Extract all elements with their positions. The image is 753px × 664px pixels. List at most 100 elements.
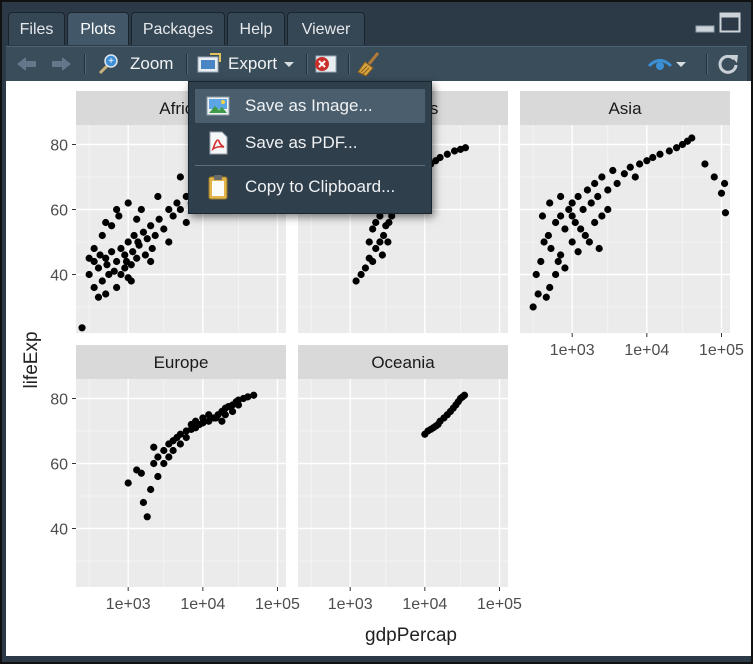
publish-icon: [647, 59, 673, 70]
data-point: [176, 205, 184, 214]
back-button[interactable]: [14, 47, 40, 81]
data-point: [598, 173, 606, 181]
forward-button[interactable]: [48, 47, 74, 81]
data-point: [105, 270, 113, 279]
data-point: [141, 251, 149, 259]
data-point: [636, 160, 644, 168]
data-point: [534, 290, 542, 298]
data-point: [117, 270, 125, 279]
data-point: [565, 205, 573, 214]
export-label: Export: [228, 54, 278, 73]
data-point: [176, 430, 184, 438]
tab-files[interactable]: Files: [8, 12, 65, 45]
toolbar-separator: [706, 54, 708, 74]
data-point: [143, 513, 151, 521]
data-point: [96, 251, 104, 259]
data-point: [532, 270, 540, 279]
chevron-down-icon: [284, 62, 295, 67]
data-point: [103, 261, 111, 269]
refresh-button[interactable]: [716, 47, 740, 81]
data-point: [557, 212, 565, 220]
facet-asia: Asia 1e+03 1e+04 1e+05: [520, 91, 744, 359]
data-point: [538, 212, 547, 220]
data-point: [557, 251, 565, 259]
data-point: [552, 270, 560, 279]
zoom-button[interactable]: + Zoom: [96, 47, 173, 81]
data-point: [176, 173, 184, 181]
data-point: [579, 205, 587, 214]
x-tick-label: 1e+05: [255, 596, 300, 613]
export-button[interactable]: Export: [196, 47, 297, 81]
data-point: [155, 215, 163, 223]
data-point: [547, 244, 555, 253]
data-point: [537, 257, 545, 266]
data-point: [165, 453, 173, 461]
data-point: [585, 238, 593, 246]
save-as-image-item[interactable]: Save as Image...: [195, 89, 425, 123]
data-point: [124, 479, 132, 487]
data-point: [631, 173, 639, 181]
x-tick-label: 1e+05: [477, 596, 522, 613]
data-point: [461, 144, 470, 152]
tab-help[interactable]: Help: [227, 12, 285, 45]
data-point: [378, 251, 386, 259]
data-point: [122, 257, 131, 266]
toolbar-separator: [84, 54, 86, 74]
data-point: [384, 238, 392, 246]
x-tick-label: 1e+03: [328, 596, 373, 613]
data-point: [124, 199, 132, 207]
data-point: [139, 228, 148, 236]
save-as-pdf-label: Save as PDF...: [245, 133, 358, 152]
maximize-icon[interactable]: [719, 12, 741, 34]
data-point: [604, 186, 612, 194]
save-as-image-label: Save as Image...: [245, 96, 373, 115]
data-point: [529, 303, 537, 311]
remove-plot-button[interactable]: [312, 47, 340, 81]
data-point: [90, 283, 98, 292]
arrow-right-icon: [52, 57, 71, 71]
data-point: [154, 472, 162, 481]
facet-europe: Europe 40 60 80 1e+03 1e+04 1e+05: [50, 345, 300, 613]
data-point: [102, 254, 110, 262]
data-point: [609, 166, 617, 175]
data-point: [568, 199, 576, 207]
save-as-pdf-item[interactable]: Save as PDF...: [195, 126, 425, 160]
tab-viewer[interactable]: Viewer: [287, 12, 365, 45]
data-point: [147, 485, 155, 494]
data-point: [376, 212, 384, 220]
y-tick-label: 80: [50, 392, 68, 409]
tab-packages[interactable]: Packages: [131, 12, 225, 45]
data-point: [250, 391, 258, 399]
x-tick-label: 1e+04: [624, 342, 669, 359]
data-point: [542, 293, 550, 301]
data-point: [388, 212, 396, 220]
data-point: [102, 218, 110, 227]
data-point: [199, 414, 207, 422]
data-point: [137, 469, 145, 477]
data-point: [139, 498, 148, 507]
data-point: [672, 144, 681, 152]
copy-to-clipboard-item[interactable]: Copy to Clipboard...: [195, 170, 425, 204]
data-point: [234, 401, 243, 409]
publish-button[interactable]: [646, 47, 688, 81]
data-point: [372, 244, 380, 253]
tab-plots[interactable]: Plots: [67, 12, 129, 45]
data-point: [90, 257, 98, 266]
data-point: [113, 257, 121, 266]
facet-oceania: Oceania 1e+03 1e+04 1e+05: [298, 345, 522, 613]
clear-plots-button[interactable]: [356, 47, 384, 81]
data-point: [591, 218, 599, 227]
plots-toolbar: + Zoom Export: [6, 46, 747, 82]
x-tick-label: 1e+03: [106, 596, 151, 613]
data-point: [133, 215, 141, 223]
data-point: [649, 153, 657, 162]
facet-strip: [520, 91, 730, 125]
data-point: [568, 212, 576, 220]
data-point: [379, 231, 388, 240]
data-point: [587, 199, 595, 207]
facet-strip: [76, 345, 286, 379]
data-point: [557, 192, 565, 201]
data-point: [165, 205, 173, 214]
minimize-icon[interactable]: [695, 12, 715, 34]
data-point: [544, 231, 552, 240]
